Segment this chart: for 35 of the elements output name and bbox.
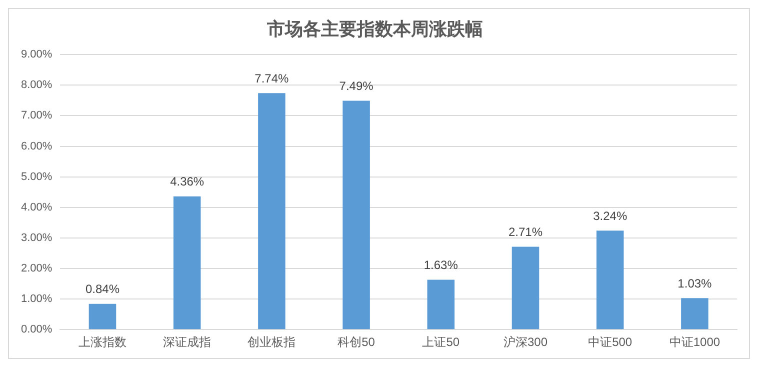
chart-title: 市场各主要指数本周涨跌幅 — [266, 18, 483, 39]
data-label: 7.49% — [339, 79, 374, 94]
y-tick-label: 1.00% — [20, 293, 52, 306]
x-tick-label: 上证50 — [422, 335, 460, 350]
data-label: 3.24% — [593, 208, 628, 223]
y-tick-label: 2.00% — [20, 262, 52, 275]
data-label: 4.36% — [170, 174, 204, 189]
y-tick-label: 6.00% — [20, 140, 52, 152]
x-tick-label: 中证1000 — [669, 335, 720, 350]
y-tick-label: 9.00% — [20, 48, 52, 61]
bar — [512, 246, 540, 330]
bar — [681, 298, 708, 330]
bar — [342, 100, 370, 330]
bar — [88, 304, 116, 330]
x-tick-label: 创业板指 — [248, 335, 296, 350]
x-tick-label: 沪深300 — [503, 335, 548, 350]
data-label: 7.74% — [254, 71, 290, 86]
x-tick-label: 深证成指 — [163, 335, 212, 350]
x-tick-label: 科创50 — [338, 335, 376, 350]
y-tick-label: 5.00% — [20, 170, 52, 183]
x-tick-label: 中证500 — [588, 335, 632, 350]
bar — [173, 196, 201, 330]
bar — [258, 93, 286, 330]
y-tick-label: 7.00% — [20, 110, 52, 122]
data-label: 1.63% — [424, 258, 458, 272]
bar — [427, 280, 455, 330]
y-tick-label: 3.00% — [20, 232, 52, 244]
data-label: 0.84% — [85, 282, 120, 296]
y-tick-label: 4.00% — [20, 201, 52, 214]
data-label: 1.03% — [678, 276, 712, 290]
y-tick-label: 8.00% — [20, 79, 52, 92]
bar — [596, 230, 624, 330]
data-label: 2.71% — [508, 225, 543, 240]
y-tick-label: 0.00% — [20, 324, 52, 336]
x-tick-label: 上涨指数 — [78, 335, 126, 350]
